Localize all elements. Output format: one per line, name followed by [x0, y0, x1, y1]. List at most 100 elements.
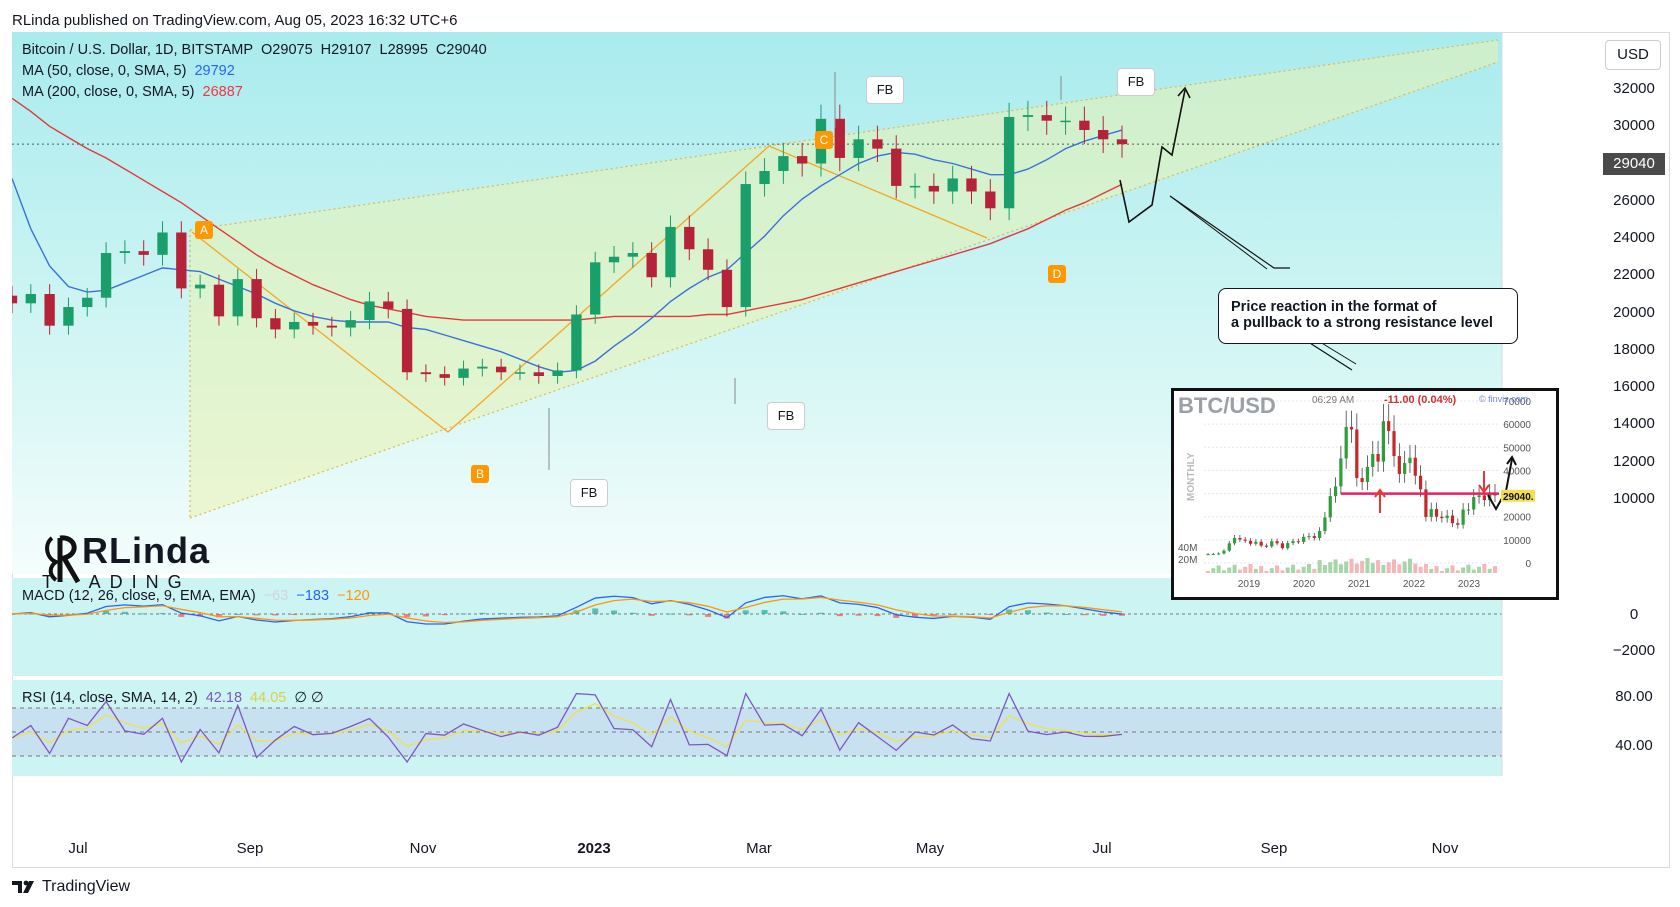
macd-histogram-bar [949, 614, 956, 615]
rsi-pane[interactable] [12, 680, 1600, 776]
price-axis-tick: 12000 [1613, 452, 1655, 470]
inset-volume-bar [1487, 568, 1492, 573]
candle-body [721, 269, 733, 308]
inset-year-tick: 2023 [1458, 579, 1481, 590]
candle-body [194, 284, 206, 289]
inset-volume-bar [1285, 567, 1290, 573]
inset-volume-bar [1253, 568, 1258, 573]
macd-histogram-bar [629, 612, 636, 614]
candle [100, 242, 112, 308]
inset-time: 06:29 AM [1312, 395, 1354, 406]
logo-name: RLinda [82, 530, 210, 571]
inset-volume-bar [1349, 558, 1354, 573]
candle [82, 288, 93, 317]
inset-volume-bar [1413, 563, 1418, 573]
inset-candle-body [1217, 553, 1221, 555]
candle-body [571, 314, 582, 371]
macd-histogram-bar [272, 614, 279, 616]
inset-candle-body [1418, 475, 1423, 490]
publisher-header: RLinda published on TradingView.com, Aug… [12, 12, 458, 29]
macd-histogram-bar [215, 614, 222, 618]
low-value: L28995 [379, 42, 428, 58]
candle [646, 242, 657, 288]
main-legend: Bitcoin / U.S. Dollar, 1D, BITSTAMP O290… [22, 40, 491, 103]
price-axis-tick: 32000 [1613, 80, 1655, 97]
macd-histogram-bar [347, 612, 354, 614]
candle-body [25, 294, 36, 304]
macd-histogram-bar [836, 614, 843, 617]
candle [721, 259, 733, 317]
point-d-tag: D [1048, 265, 1066, 283]
macd-histogram-bar [291, 614, 298, 615]
candle-body [684, 226, 695, 250]
macd-histogram-bar [253, 614, 260, 616]
candle [966, 165, 977, 204]
inset-candle-body [1328, 496, 1332, 518]
inset-down-arrow [1478, 471, 1490, 494]
candle [590, 251, 601, 324]
candle-body [928, 185, 940, 192]
inset-change: -11.00 (0.04%) [1384, 394, 1456, 406]
candle [25, 284, 36, 313]
candle-body [383, 301, 394, 309]
time-axis-tick: Sep [1260, 840, 1288, 857]
current-price-tag: 29040 [1603, 153, 1665, 175]
candle [289, 312, 300, 339]
inset-candle-body [1222, 550, 1226, 554]
inset-year-tick: 2020 [1293, 579, 1316, 590]
candle-body [1098, 130, 1109, 140]
macd-histogram-bar [799, 613, 806, 615]
candle [928, 173, 940, 204]
currency-button[interactable]: USD [1605, 40, 1661, 70]
candle-body [646, 253, 657, 278]
macd-histogram-bar [328, 613, 335, 615]
inset-volume-bar [1280, 570, 1285, 573]
inset-volume-bar [1402, 561, 1407, 573]
macd-histogram-bar [667, 613, 674, 615]
candle-body [289, 321, 300, 330]
inset-volume-bar [1471, 569, 1476, 573]
inset-candle-body [1360, 478, 1364, 482]
candle-body [326, 325, 338, 328]
candle [401, 299, 413, 381]
tradingview-footer[interactable]: TradingView [12, 878, 130, 896]
macd-histogram-bar [159, 613, 166, 615]
ma200-line [12, 97, 1123, 321]
inset-candle-body [1302, 536, 1306, 542]
inset-candle-body [1466, 509, 1471, 511]
inset-volume-bar [1482, 564, 1487, 573]
candle-body [495, 366, 507, 373]
candle-body [232, 279, 243, 317]
candle [985, 179, 996, 221]
candle-body [947, 178, 958, 192]
inset-year-tick: 2019 [1238, 579, 1261, 590]
macd-histogram-bar [178, 614, 185, 617]
inset-price-tick: 40000 [1503, 466, 1531, 477]
point-b-tag: B [471, 465, 489, 483]
inset-candle-body [1434, 509, 1439, 517]
inset-candle-body [1238, 538, 1242, 540]
macd-histogram-bar [592, 608, 599, 614]
inset-title: BTC/USD [1178, 393, 1276, 418]
projection-path [1119, 89, 1186, 224]
candle-body [909, 185, 921, 188]
inset-candle-body [1291, 541, 1295, 544]
inset-candle-body [1403, 463, 1407, 474]
inset-volume-tick: 40M [1178, 543, 1197, 554]
inset-volume-bar [1333, 559, 1338, 573]
candle-body [458, 368, 469, 378]
inset-candle-body [1344, 426, 1348, 459]
candle [1041, 100, 1052, 135]
inset-candle-body [1227, 543, 1231, 551]
inset-candle-body [1461, 509, 1465, 525]
inset-volume-bar [1445, 568, 1450, 573]
inset-volume-bar [1397, 564, 1402, 573]
inset-candle-body [1275, 541, 1279, 544]
candle-body [1041, 115, 1052, 121]
candle-body [891, 148, 902, 186]
candle-body [364, 301, 375, 321]
inset-price-tick: 10000 [1503, 536, 1531, 547]
candle-body [420, 372, 432, 375]
macd-line [12, 595, 1123, 625]
time-axis-tick: Jul [68, 840, 88, 857]
